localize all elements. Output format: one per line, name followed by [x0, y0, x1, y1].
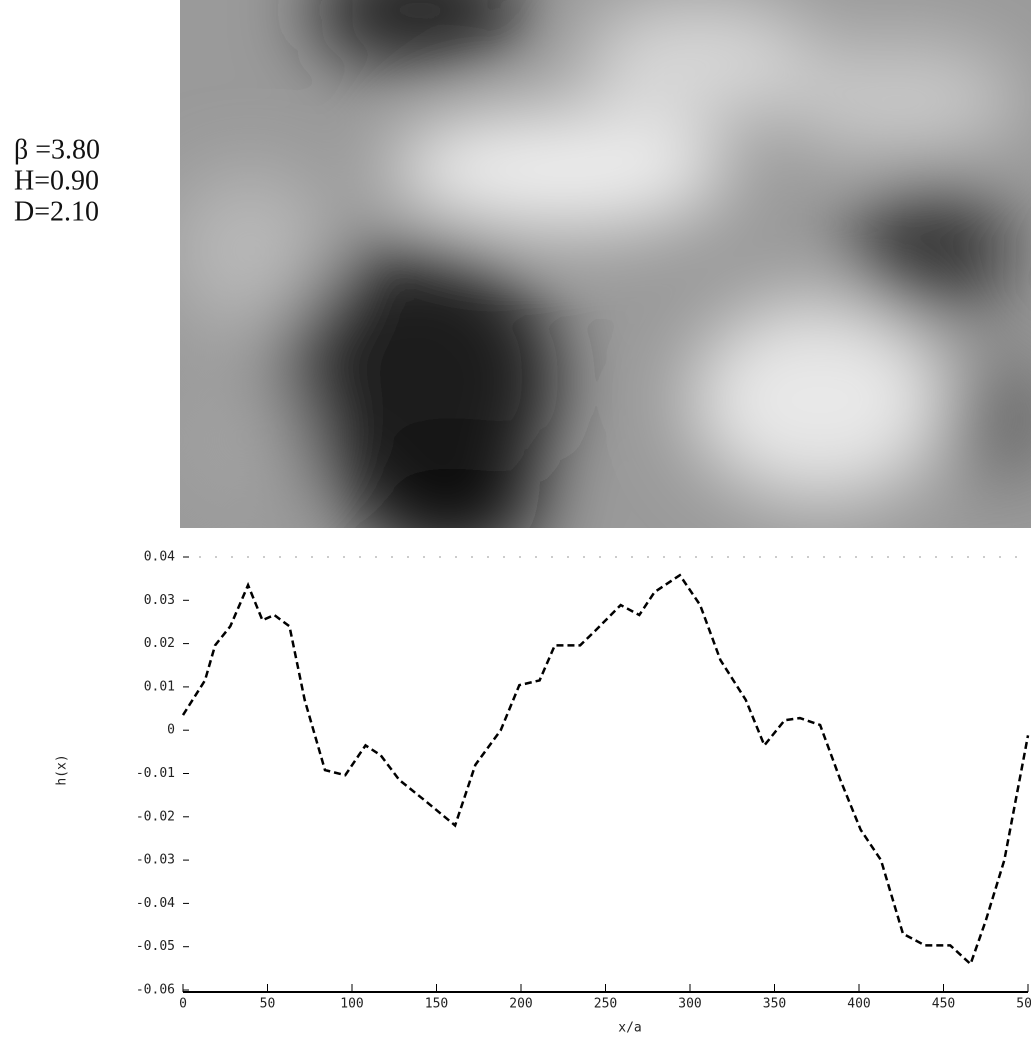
y-tick-label: -0.03: [136, 853, 175, 868]
param-beta: β =3.80: [14, 134, 100, 165]
y-tick-label: 0: [167, 723, 175, 738]
x-tick-label: 100: [340, 997, 363, 1012]
x-tick-label: 50: [260, 997, 276, 1012]
y-tick-label: 0.01: [144, 679, 175, 694]
param-d: D=2.10: [14, 196, 99, 227]
y-tick-label: -0.05: [136, 939, 175, 954]
y-tick-label: -0.01: [136, 766, 175, 781]
x-tick-label: 150: [425, 997, 448, 1012]
y-tick-label: 0.03: [144, 593, 175, 608]
profile-line: [181, 573, 1030, 967]
y-tick-label: 0.04: [144, 550, 175, 565]
param-h: H=0.90: [14, 165, 99, 196]
x-tick-label: 300: [678, 997, 701, 1012]
x-axis-label: x/a: [618, 1021, 641, 1036]
y-tick-label: -0.06: [136, 983, 175, 998]
x-tick-label: 500: [1016, 997, 1031, 1012]
x-tick-label: 350: [763, 997, 786, 1012]
x-tick-label: 250: [594, 997, 617, 1012]
y-axis-label: h(x): [55, 754, 70, 785]
surface-image: [180, 0, 1031, 528]
x-tick-label: 200: [509, 997, 532, 1012]
y-tick-label: 0.02: [144, 636, 175, 651]
x-tick-label: 0: [179, 997, 187, 1012]
x-tick-label: 450: [932, 997, 955, 1012]
x-tick-label: 400: [847, 997, 870, 1012]
y-tick-label: -0.04: [136, 896, 175, 911]
y-tick-label: -0.02: [136, 809, 175, 824]
